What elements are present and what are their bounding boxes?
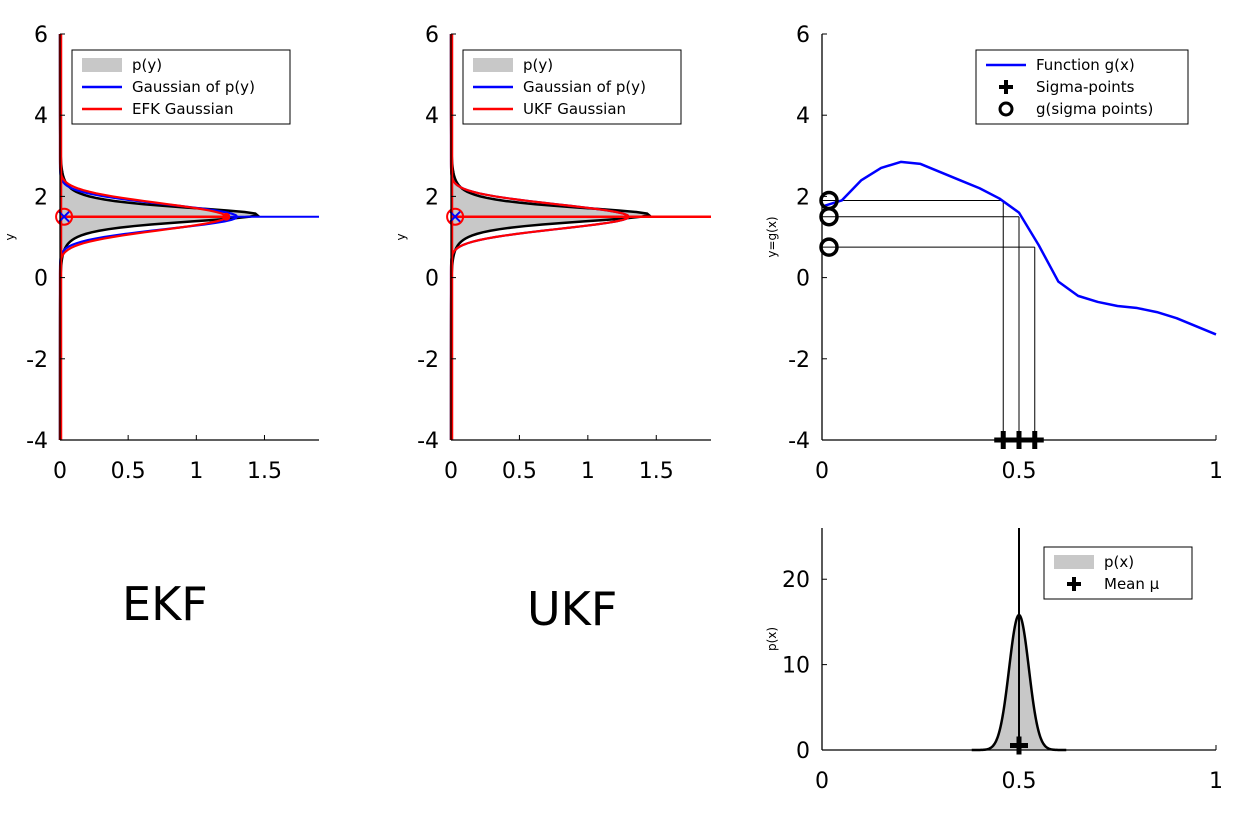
y-tick-label: 20 [782,568,810,593]
legend-entry: UKF Gaussian [523,100,626,118]
y-tick-label: 4 [796,104,810,129]
legend-swatch-fill [1054,555,1094,569]
legend-swatch-circle [998,101,1014,117]
x-tick-label: 0.5 [111,459,146,484]
y-tick-label: 6 [796,23,810,48]
legend-entry: Gaussian of p(y) [523,78,646,96]
y-tick-label: 2 [425,185,439,210]
y-tick-label: -2 [417,348,439,373]
y-tick-label: 0 [796,739,810,764]
legend-swatch-fill [473,58,513,72]
x-tick-label: 0 [444,459,458,484]
y-tick-label: 0 [796,267,810,292]
caption-ukf: UKF [527,582,618,636]
x-tick-label: 0.5 [502,459,537,484]
legend-entry: Gaussian of p(y) [132,78,255,96]
legend-entry: EFK Gaussian [132,100,234,118]
legend-entry: g(sigma points) [1036,100,1153,118]
y-axis-label: p(x) [765,627,779,651]
y-axis-label: y [394,233,408,240]
legend-swatch-plus [1067,577,1081,591]
x-tick-label: 0 [53,459,67,484]
x-tick-label: 1 [189,459,203,484]
y-tick-label: 4 [34,104,48,129]
legend-entry: p(y) [132,56,162,74]
y-tick-label: -4 [788,429,810,454]
y-tick-label: -4 [417,429,439,454]
legend-entry: p(y) [523,56,553,74]
y-axis-label: y [3,233,17,240]
y-tick-label: 4 [425,104,439,129]
x-tick-label: 0 [815,459,829,484]
y-tick-label: -2 [788,348,810,373]
caption-ekf: EKF [122,577,208,631]
chart-transform: 0 0.5 1 -4 -2 0 2 4 6 y=g(x) Function g(x) Sigma-po… [765,23,1223,484]
g-sigma-point-marker [819,206,839,227]
y-tick-label: -4 [26,429,48,454]
legend-entry: p(x) [1104,553,1134,571]
marker-circle [55,207,74,226]
x-tick-label: 0.5 [1002,459,1037,484]
y-tick-label: 6 [425,23,439,48]
x-tick-label: 0.5 [1002,769,1037,794]
y-tick-label: 10 [782,654,810,679]
y-tick-label: 6 [34,23,48,48]
legend-entry: Function g(x) [1036,56,1135,74]
y-tick-label: 0 [34,267,48,292]
x-tick-label: 1.5 [247,459,282,484]
marker-peak-dot [222,212,231,221]
x-tick-label: 1.5 [639,459,674,484]
chart-ekf: 0 0.5 1 1.5 -4 -2 0 2 4 6 y p(y) Gaussian of p(y) EFK… [3,23,319,484]
legend-entry: Sigma-points [1036,78,1135,96]
legend-swatch-fill [82,58,122,72]
x-tick-label: 1 [1209,459,1223,484]
y-axis-label: y=g(x) [765,216,779,257]
g-sigma-point-marker [819,237,839,257]
chart-ukf: 0 0.5 1 1.5 -4 -2 0 2 4 6 y p(y) Gaussian of p(y) UKF… [394,23,711,484]
marker-circle [446,207,465,226]
legend-swatch-plus [999,80,1013,94]
x-tick-label: 1 [1209,769,1223,794]
x-tick-label: 0 [815,769,829,794]
y-tick-label: 2 [34,185,48,210]
y-tick-label: 2 [796,185,810,210]
y-tick-label: -2 [26,348,48,373]
y-tick-label: 0 [425,267,439,292]
x-tick-label: 1 [581,459,595,484]
series-function-g [821,160,1217,336]
legend-entry: Mean μ [1104,575,1160,593]
